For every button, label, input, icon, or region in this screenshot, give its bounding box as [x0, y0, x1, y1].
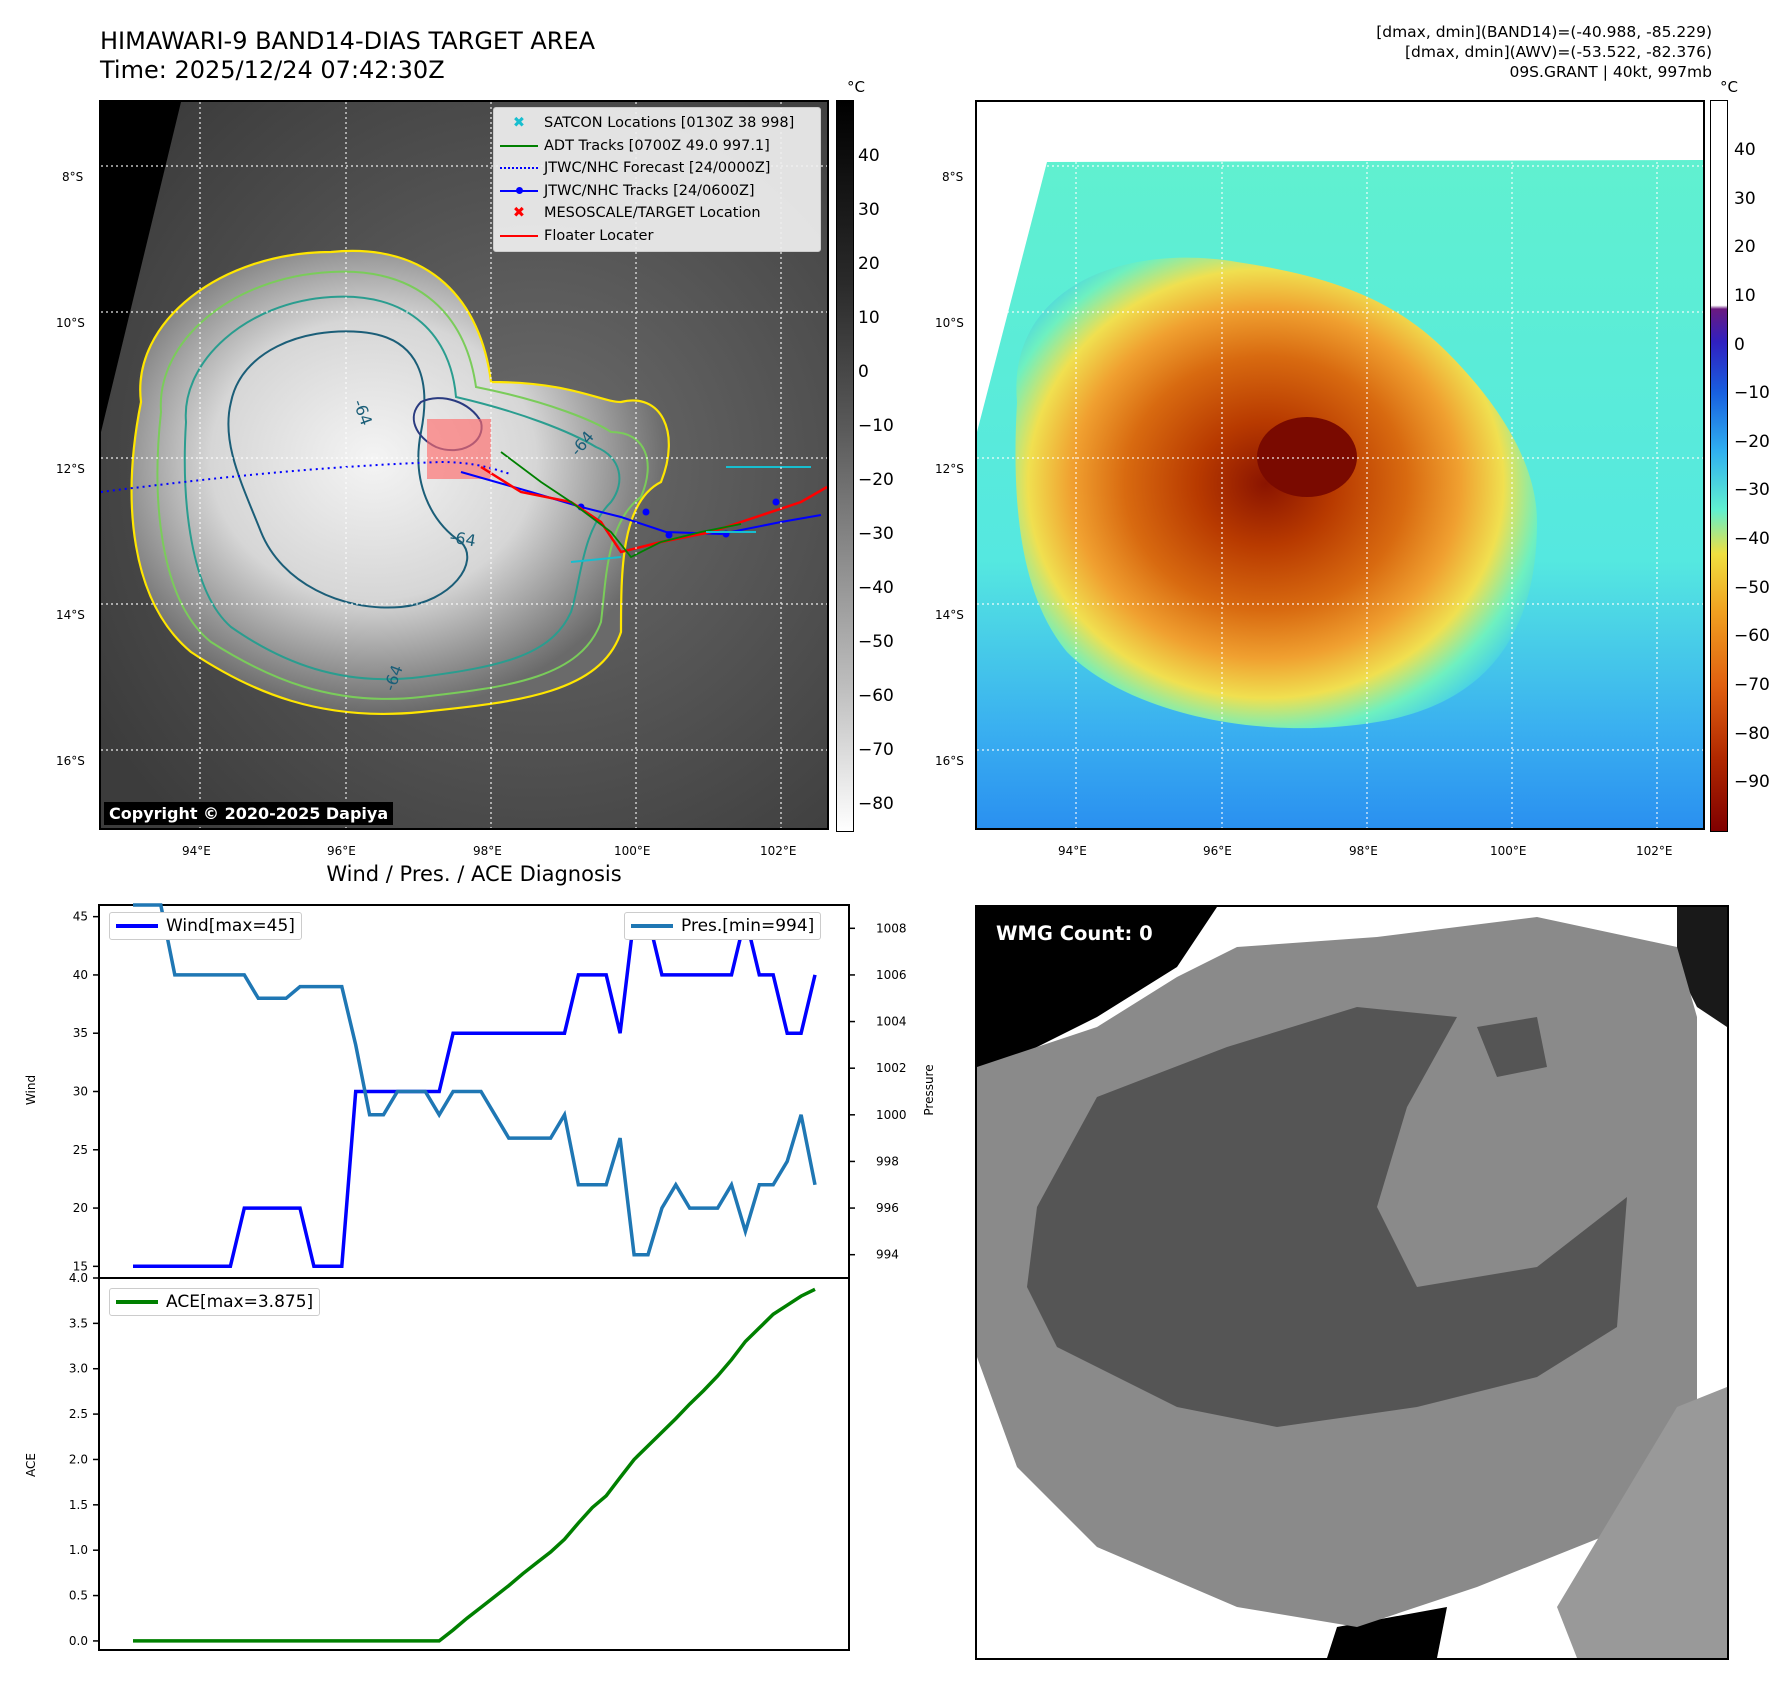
- legend-item-target: ✖ MESOSCALE/TARGET Location: [494, 202, 820, 225]
- wind-tick-label: 15: [73, 1259, 88, 1273]
- title-line-1: HIMAWARI-9 BAND14-DIAS TARGET AREA: [100, 27, 596, 55]
- pressure-tick-label: 1008: [876, 921, 907, 935]
- graticule: [977, 102, 1703, 828]
- pressure-tick-label: 994: [876, 1248, 899, 1262]
- wind-tick-label: 45: [73, 910, 88, 924]
- wind-series-line: [133, 914, 817, 1269]
- ace-legend-swatch: [116, 1300, 158, 1304]
- copyright-badge: Copyright © 2020-2025 Dapiya: [104, 802, 394, 825]
- floater-locater-line: [480, 465, 827, 554]
- pressure-tick-label: 996: [876, 1201, 899, 1215]
- stats-line-3: 09S.GRANT | 40kt, 997mb: [1509, 63, 1712, 81]
- ace-tick-label: 4.0: [69, 1271, 88, 1285]
- wind-tick-label: 30: [73, 1085, 88, 1099]
- x-icon: ✖: [512, 115, 526, 132]
- ace-plot-frame: [98, 1277, 850, 1651]
- pressure-series-line: [133, 903, 817, 1257]
- pressure-tick-label: 1000: [876, 1108, 907, 1122]
- ace-axis-label: ACE: [24, 1453, 38, 1477]
- wmg-panel: WMG Count: 0: [975, 905, 1729, 1660]
- legend-item-jtwc-tracks: JTWC/NHC Tracks [24/0600Z]: [494, 180, 820, 203]
- wind-axis-label: Wind: [24, 1075, 38, 1105]
- awv-core: [1257, 417, 1357, 497]
- ace-series-line: [133, 1287, 816, 1643]
- ir-colorbar: [836, 100, 854, 832]
- ace-tick-label: 2.5: [69, 1407, 88, 1421]
- ace-tick-label: 3.5: [69, 1316, 88, 1330]
- pressure-tick-label: 1004: [876, 1015, 907, 1029]
- wind-tick-label: 40: [73, 968, 88, 982]
- legend-item-satcon: ✖ SATCON Locations [0130Z 38 998]: [494, 112, 820, 135]
- diagnosis-charts: 15 20 25 30 35 40 45 994 996 998 1000 1002 1004 1006…: [24, 903, 936, 1651]
- ace-tick-label: 1.5: [69, 1498, 88, 1512]
- awv-map-image: [977, 102, 1703, 828]
- ir-map-legend: ✖ SATCON Locations [0130Z 38 998] ADT Tra…: [493, 107, 821, 252]
- stats-block: [dmax, dmin](BAND14)=(-40.988, -85.229) …: [1376, 22, 1712, 82]
- wind-legend: Wind[max=45]: [109, 912, 302, 940]
- stats-line-2: [dmax, dmin](AWV)=(-53.522, -82.376): [1405, 43, 1712, 61]
- ace-tick-label: 2.0: [69, 1452, 88, 1466]
- wind-legend-swatch: [116, 924, 158, 928]
- legend-item-adt: ADT Tracks [0700Z 49.0 997.1]: [494, 135, 820, 158]
- jtwc-track-points: [577, 498, 780, 539]
- stats-line-1: [dmax, dmin](BAND14)=(-40.988, -85.229): [1376, 23, 1712, 41]
- ir-map-panel: -64 -64 -64 -64 ✖ SATCON Locations [0130Z…: [99, 100, 829, 830]
- pressure-axis-label: Pressure: [922, 1064, 936, 1115]
- contour-label: -64: [448, 527, 477, 550]
- wmg-count-badge: WMG Count: 0: [989, 919, 1160, 948]
- ace-tick-label: 3.0: [69, 1362, 88, 1376]
- pressure-legend: Pres.[min=994]: [624, 912, 822, 940]
- wind-tick-label: 35: [73, 1026, 88, 1040]
- diagnosis-title: Wind / Pres. / ACE Diagnosis: [326, 862, 622, 886]
- ace-tick-label: 1.0: [69, 1543, 88, 1557]
- awv-colorbar: [1710, 100, 1728, 832]
- ace-tick-label: 0.5: [69, 1589, 88, 1603]
- pressure-tick-label: 1002: [876, 1061, 907, 1075]
- awv-map-panel: [975, 100, 1705, 830]
- figure-title: HIMAWARI-9 BAND14-DIAS TARGET AREA Time:…: [100, 27, 595, 85]
- wind-tick-label: 20: [73, 1201, 88, 1215]
- ir-colorbar-unit: °C: [847, 78, 865, 96]
- wmg-image: [977, 907, 1727, 1658]
- legend-item-jtwc-forecast: JTWC/NHC Forecast [24/0000Z]: [494, 157, 820, 180]
- adt-track-line: [500, 451, 742, 559]
- satcon-points: [570, 466, 811, 563]
- x-icon: ✖: [512, 205, 526, 222]
- jtwc-forecast-line: [101, 460, 512, 493]
- legend-item-floater: Floater Locater: [494, 225, 820, 248]
- ace-tick-label: 0.0: [69, 1634, 88, 1648]
- ace-legend: ACE[max=3.875]: [109, 1288, 321, 1316]
- pressure-tick-label: 1006: [876, 968, 907, 982]
- wind-tick-label: 25: [73, 1143, 88, 1157]
- title-line-2: Time: 2025/12/24 07:42:30Z: [100, 56, 445, 84]
- pressure-tick-label: 998: [876, 1154, 899, 1168]
- pressure-legend-swatch: [631, 924, 673, 928]
- awv-colorbar-unit: °C: [1720, 78, 1738, 96]
